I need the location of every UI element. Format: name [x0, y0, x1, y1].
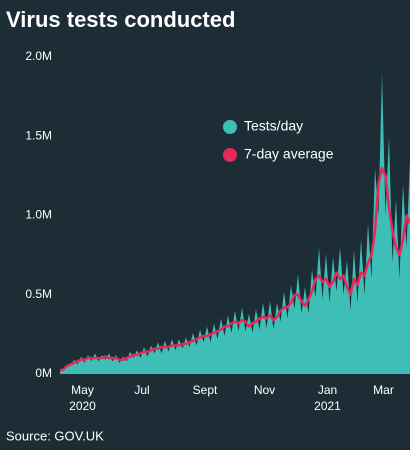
y-tick-label: 2.0M — [25, 49, 52, 63]
y-tick-label: 1.0M — [25, 208, 52, 222]
y-tick-label: 0M — [35, 366, 52, 380]
x-tick-label: Jul — [134, 383, 149, 397]
chart-title: Virus tests conducted — [6, 7, 235, 32]
x-tick-label: May — [71, 383, 94, 397]
legend-swatch — [223, 148, 237, 162]
x-tick-label: Nov — [254, 383, 275, 397]
legend-label: Tests/day — [244, 118, 303, 134]
x-tick-label: Jan — [318, 383, 337, 397]
y-tick-label: 0.5M — [25, 287, 52, 301]
legend-label: 7-day average — [244, 146, 334, 162]
source: Source: GOV.UK — [6, 428, 104, 443]
tests-area — [60, 72, 410, 374]
x-year-label: 2021 — [314, 399, 341, 413]
average-line — [59, 166, 410, 372]
legend-swatch — [223, 120, 237, 134]
x-tick-label: Mar — [373, 383, 394, 397]
y-tick-label: 1.5M — [25, 128, 52, 142]
x-year-label: 2020 — [69, 399, 96, 413]
x-tick-label: Sept — [193, 383, 218, 397]
